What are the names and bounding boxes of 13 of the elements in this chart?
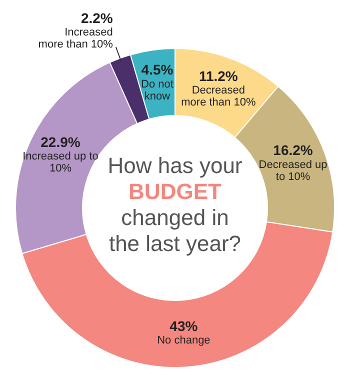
- slice-label: Increased up to 10%: [22, 150, 98, 174]
- data-label: 22.9%: [40, 134, 81, 150]
- data-label: 2.2%: [80, 10, 114, 26]
- data-label: 11.2%: [198, 68, 238, 84]
- data-label: 4.5%: [141, 62, 174, 78]
- data-label: 43%: [170, 318, 198, 334]
- chart-title: How has your BUDGET changed in the last year?: [108, 153, 242, 256]
- slice-label: Decreased up to 10%: [258, 158, 328, 183]
- slice-label: Increased more than 10%: [38, 26, 114, 51]
- slice-label: Do not know: [141, 78, 174, 102]
- data-label: 16.2%: [273, 142, 314, 158]
- slice-label: Decreased more than 10%: [181, 84, 256, 109]
- slice-label: No change: [157, 334, 210, 347]
